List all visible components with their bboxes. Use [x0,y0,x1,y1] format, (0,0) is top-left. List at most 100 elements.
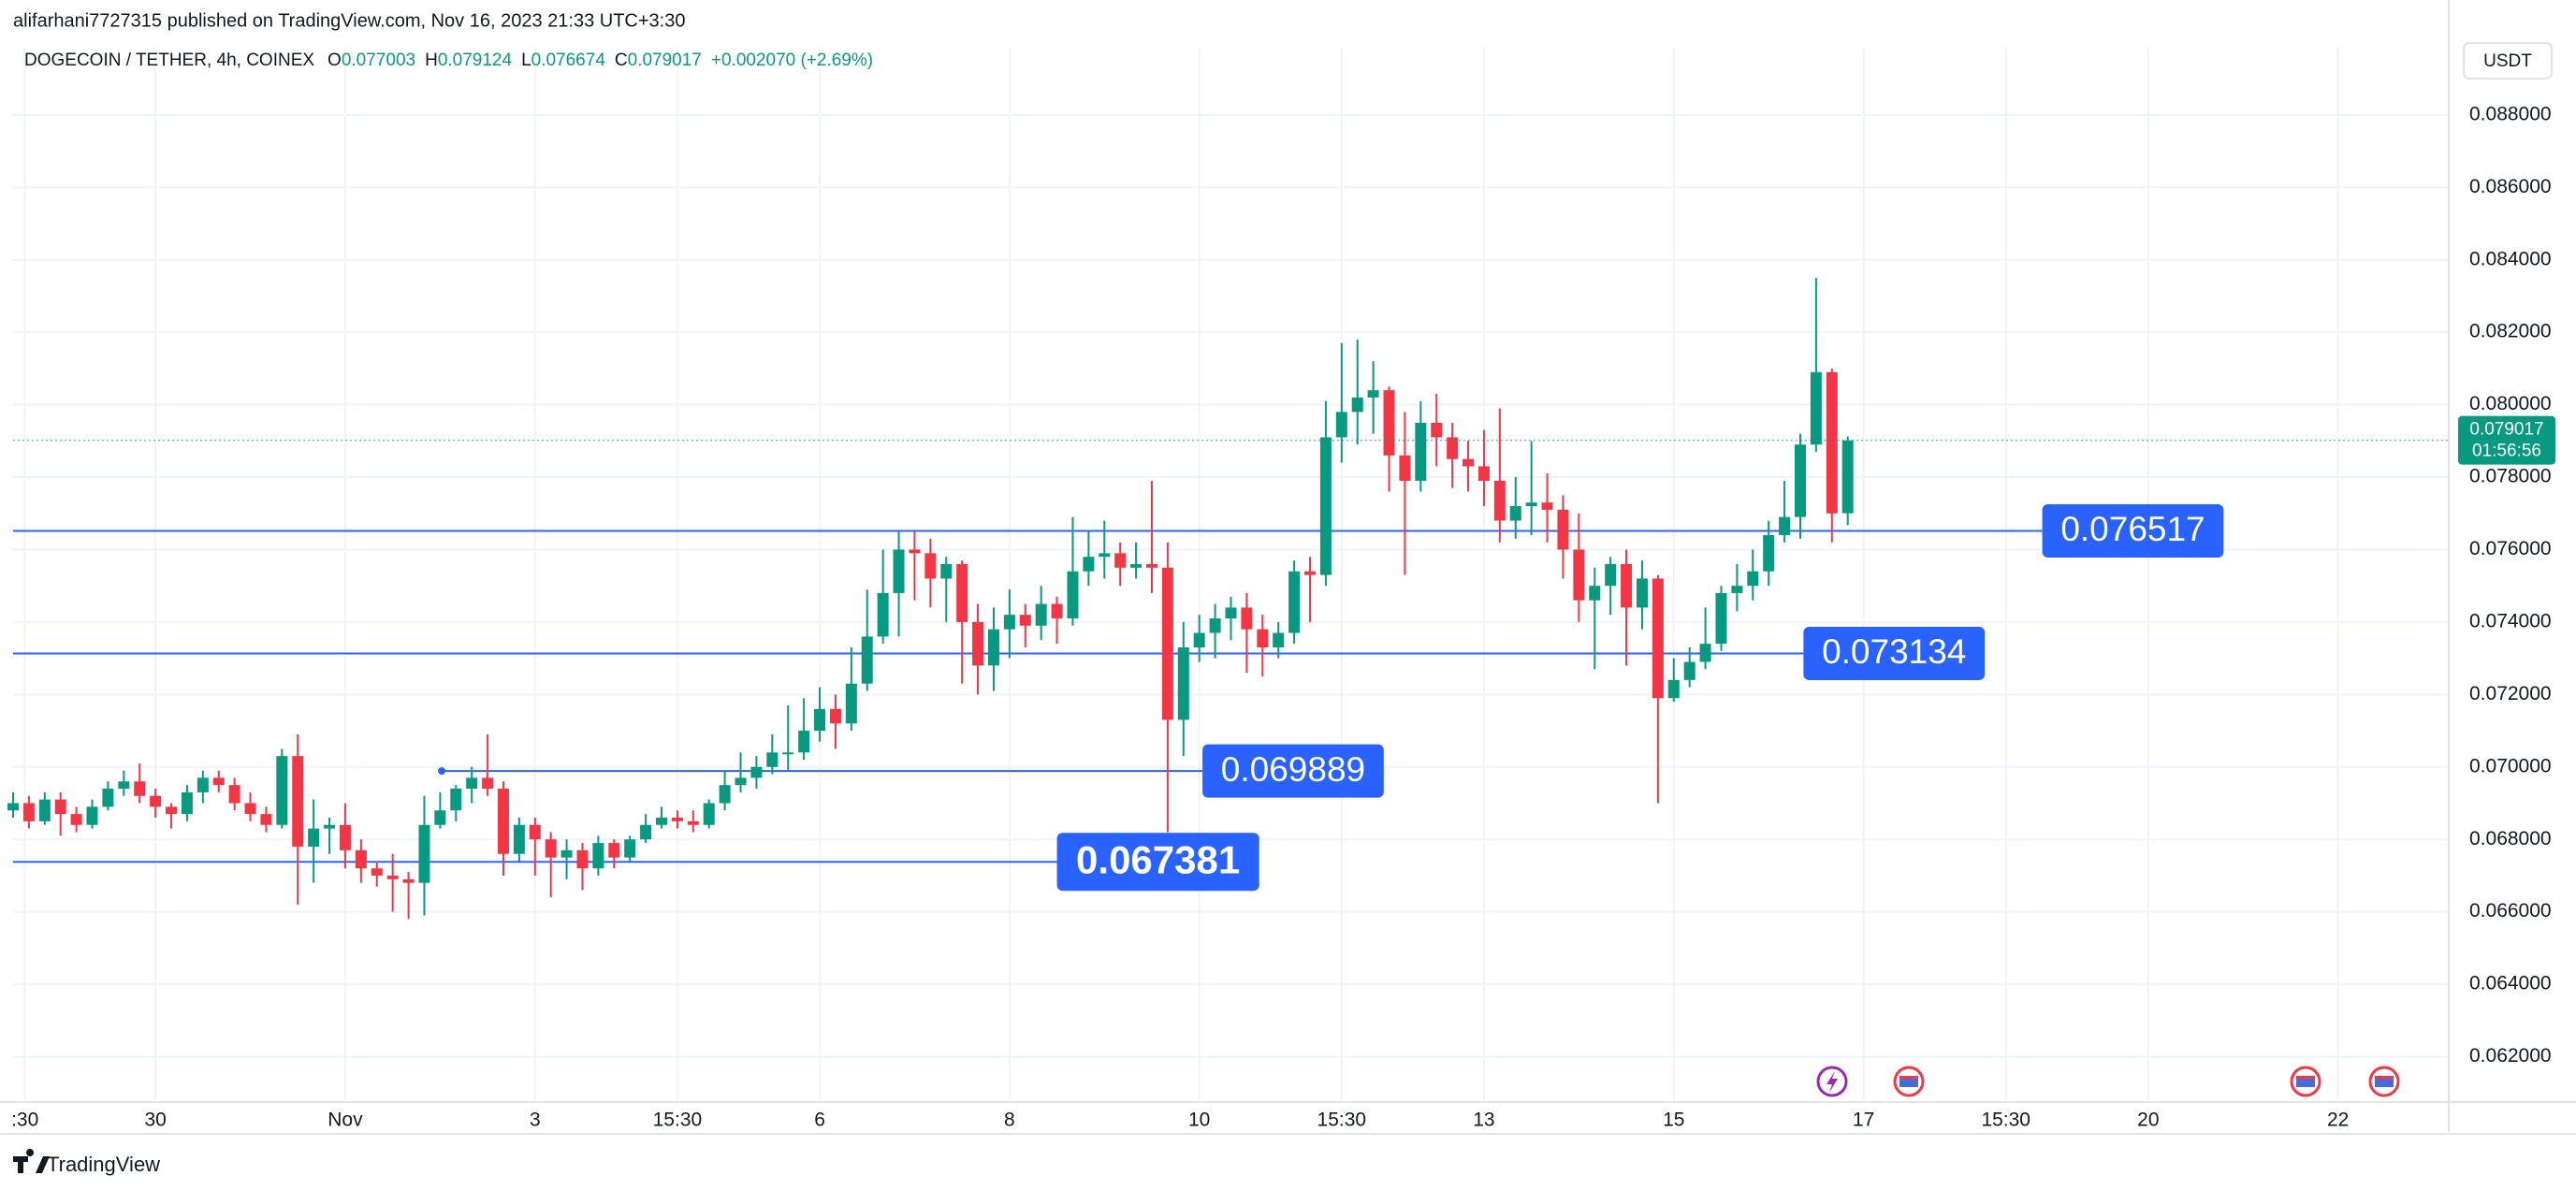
level-label: 0.073134 [1822,632,1966,671]
level-label-box[interactable] [1803,626,1986,680]
level-label: 0.076517 [2060,510,2205,548]
candle-body [671,817,683,821]
candle-body [893,549,905,593]
candle-body [829,708,841,724]
candle-body [1541,502,1553,510]
currency-box[interactable] [2463,42,2553,80]
y-tick-label: 0.064000 [2469,973,2552,994]
level-label: 0.069889 [1221,750,1365,789]
candle-body [798,731,810,753]
candle-body [1161,567,1173,720]
publisher: alifarhani7727315 published on TradingVi… [13,10,685,31]
candle-body [1130,563,1142,568]
x-tick-label: Nov [327,1110,363,1131]
last-price-label: 0.079017 [2469,420,2543,440]
candle-body [1415,422,1427,481]
candle-body [1257,629,1269,648]
y-tick-label: 0.086000 [2469,176,2552,197]
y-tick-label: 0.084000 [2469,248,2552,269]
event-icon[interactable] [2368,1066,2400,1097]
x-tick-label: 10 [1188,1110,1210,1131]
candle-body [1351,397,1363,413]
candle-body [1288,571,1301,633]
candle-body [656,817,668,825]
ohlc-value: 0.077003 [342,51,415,70]
level-label-box[interactable] [1202,744,1384,798]
candle-body [560,849,573,858]
x-tick-label: 13 [1473,1110,1494,1131]
ohlc-label: O [327,51,342,70]
y-tick-label: 0.068000 [2469,828,2552,849]
level-label-box[interactable] [2042,503,2224,558]
candle-body [1509,506,1521,521]
candle-body [482,777,494,790]
y-tick-label: 0.078000 [2469,466,2552,487]
countdown: 01:56:56 [2472,442,2541,461]
candle-body [1463,458,1475,467]
candle-body [244,803,256,815]
candle-body [782,752,794,755]
candle-body [260,814,272,825]
x-tick-label: 15:30 [1317,1110,1367,1131]
event-icon[interactable] [1893,1066,1925,1097]
ohlc-value: 0.076674 [531,51,606,70]
candle-body [402,878,415,883]
y-tick-label: 0.080000 [2469,393,2552,414]
event-icon[interactable] [2290,1066,2321,1097]
candle-body [134,781,146,796]
candle-body [1319,437,1332,575]
level-label: 0.067381 [1076,837,1240,881]
candle-body [276,756,288,825]
candle-body [1383,390,1395,456]
flag [2375,1076,2394,1079]
candle-body [1335,412,1347,438]
x-tick-label: :30 [11,1110,38,1131]
candle-body [1826,371,1838,514]
x-tick-label: 6 [814,1110,825,1131]
candle-body [1573,549,1585,601]
candle-body [513,824,525,854]
candle-body [1731,586,1743,593]
candle-body [1431,422,1443,438]
y-tick-label: 0.070000 [2469,755,2552,776]
candle-body [1035,603,1047,626]
y-tick-label: 0.082000 [2469,321,2552,342]
candle-body [196,777,209,792]
overlay: 0.076517 0.073134 0.069889 0.067381 [13,439,2449,892]
candle-body [1447,437,1459,459]
candle-body [1241,607,1253,630]
currency[interactable]: USDT [2483,51,2532,71]
candle-body [1003,615,1015,630]
x-tick-label: 20 [2137,1110,2159,1131]
candle-body [1083,557,1095,572]
y-tick-label: 0.072000 [2469,683,2552,704]
candle-body [1114,553,1127,568]
candle-body [766,752,779,767]
y-tick-label: 0.076000 [2469,538,2552,559]
candle-body [1810,371,1822,445]
candle-body [1145,563,1157,568]
candle-body [86,806,98,825]
x-tick-label: 15:30 [653,1110,703,1131]
symbol-legend: DOGECOIN / TETHER, 4h, COINEX O0.077003 H0… [24,51,873,70]
ohlc-label: H [425,51,438,70]
candle-body [212,777,225,786]
ohlc-value: 0.079124 [438,51,513,70]
candle-body [102,789,114,807]
candle-body [1304,571,1317,575]
candle-body [909,549,921,554]
candle-body [324,824,336,829]
candle-body [1779,516,1791,535]
candle-body [1177,647,1189,720]
candle-body [1477,466,1490,481]
candle-body [529,824,541,840]
candle-body [987,629,999,666]
candle-body [608,843,620,858]
candle-body [386,875,399,879]
y-tick-label: 0.088000 [2469,103,2552,124]
candle-body [1794,444,1806,517]
y-tick-label: 0.066000 [2469,900,2552,922]
candle-body [814,708,826,732]
level-label-box[interactable] [1056,833,1259,892]
candle-body [22,803,35,821]
